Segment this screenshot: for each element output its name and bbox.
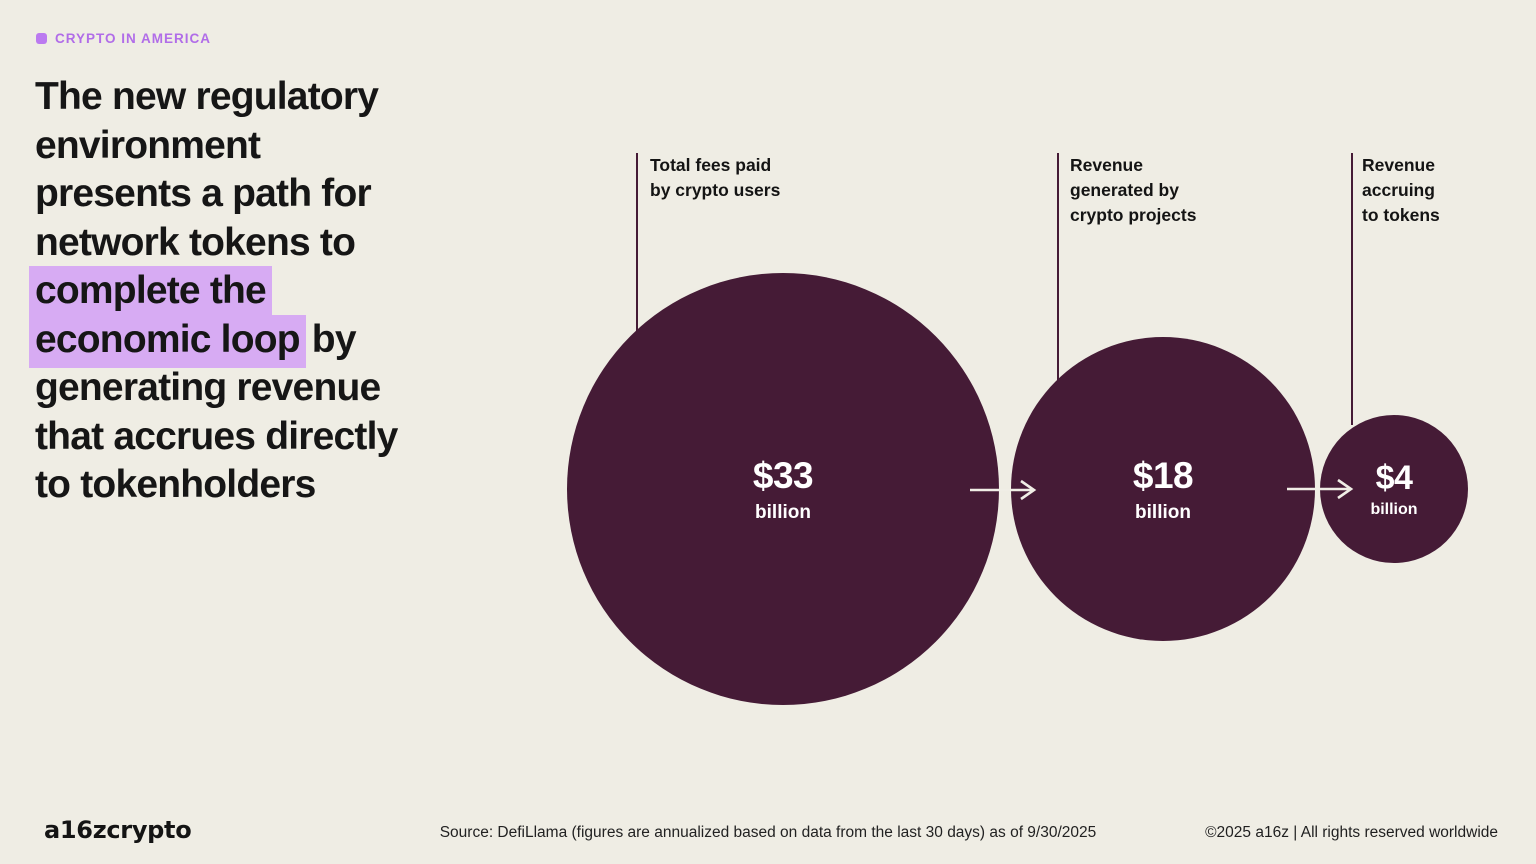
bubble-fees: $33 billion — [567, 273, 999, 705]
headline-line: environment — [35, 123, 261, 167]
bubble-label-fees: Total fees paid by crypto users — [650, 153, 780, 203]
label-line: Revenue — [1070, 155, 1143, 175]
headline-line: generating revenue — [35, 366, 381, 409]
headline-text: by — [311, 317, 357, 361]
headline-highlight: economic loop — [29, 314, 306, 368]
bubble-unit: billion — [1370, 501, 1418, 518]
bubble-label-project-revenue: Revenue generated by crypto projects — [1070, 153, 1196, 228]
leader-line-fees — [636, 153, 638, 331]
headline-line: complete the — [29, 266, 555, 319]
headline-highlight: complete the — [29, 266, 272, 319]
headline-line: presents a path for — [35, 172, 372, 215]
leader-line-project-revenue — [1057, 153, 1059, 380]
headline-line: economic loop by — [29, 314, 555, 368]
label-line: crypto projects — [1070, 205, 1197, 225]
category-tag: CRYPTO IN AMERICA — [36, 31, 211, 46]
label-line: accruing — [1362, 180, 1435, 200]
headline-line: to tokenholders — [35, 463, 316, 506]
headline-line: network tokens to — [35, 220, 356, 264]
bubble-project-revenue: $18 billion — [1011, 337, 1315, 641]
headline-line: that accrues directly — [35, 414, 398, 458]
label-line: by crypto users — [650, 180, 781, 200]
tag-label: CRYPTO IN AMERICA — [55, 31, 212, 46]
label-line: generated by — [1070, 180, 1179, 200]
bubble-value: $18 — [1132, 454, 1194, 496]
arrow-right-icon — [970, 479, 1037, 501]
source-note: Source: DefiLlama (figures are annualize… — [439, 824, 1097, 841]
copyright-note: ©2025 a16z | All rights reserved worldwi… — [1205, 824, 1498, 841]
headline: The new regulatory environment presents … — [29, 73, 555, 510]
leader-line-token-revenue — [1351, 153, 1353, 425]
bubble-label-token-revenue: Revenue accruing to tokens — [1362, 153, 1440, 228]
arrow-right-icon — [1287, 478, 1354, 500]
bubble-unit: billion — [1135, 501, 1191, 523]
label-line: Total fees paid — [650, 155, 772, 175]
a16zcrypto-logo: a16zcrypto — [44, 816, 192, 844]
label-line: to tokens — [1362, 205, 1440, 225]
headline-line: The new regulatory — [35, 75, 379, 118]
tag-square-icon — [36, 33, 47, 44]
bubble-value: $4 — [1375, 459, 1413, 497]
bubble-value: $33 — [752, 454, 814, 496]
label-line: Revenue — [1362, 155, 1435, 175]
bubble-unit: billion — [755, 501, 811, 523]
